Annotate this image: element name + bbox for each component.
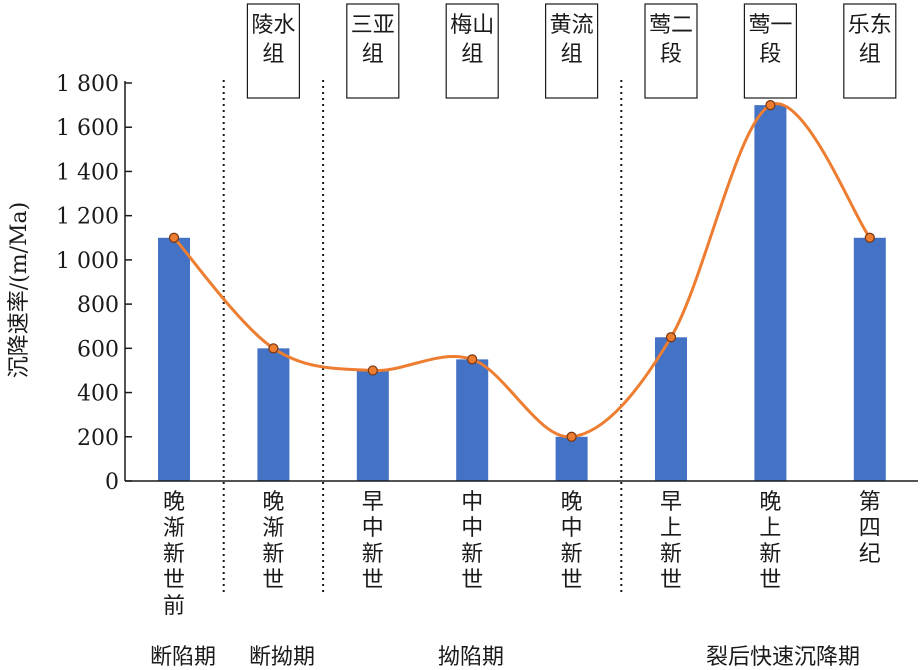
data-point-0 bbox=[168, 232, 180, 243]
y-tick-label-9: 1 800 bbox=[56, 72, 119, 97]
bar-2 bbox=[356, 370, 389, 481]
formation-label-4: 莺二段 bbox=[649, 13, 693, 67]
category-labels: 晚渐新世前 晚渐新世 早中新世 中中新世 晚中新世 早上新世 晚上新世 第四纪 bbox=[163, 490, 881, 619]
formation-label-1: 三亚组 bbox=[351, 13, 395, 67]
category-label-0: 晚渐新世前 bbox=[163, 490, 185, 619]
category-label-4: 晚中新世 bbox=[561, 490, 583, 593]
y-tick-label-2: 400 bbox=[77, 382, 119, 407]
y-tick-label-1: 200 bbox=[77, 426, 119, 451]
axes bbox=[124, 81, 918, 482]
data-point-2 bbox=[367, 365, 378, 376]
formation-label-0: 陵水组 bbox=[251, 13, 295, 67]
y-tick-label-3: 600 bbox=[77, 337, 119, 362]
category-label-5: 早上新世 bbox=[660, 490, 682, 593]
formation-labels: 陵水组 三亚组 梅山组 黄流组 莺二段 莺一段 乐东组 bbox=[246, 3, 897, 99]
phase-labels: 断陷期 断拗期 拗陷期 裂后快速沉降期 bbox=[150, 645, 860, 670]
period-dividers bbox=[222, 80, 623, 596]
formation-label-3: 黄流组 bbox=[550, 13, 594, 67]
formation-box-1 bbox=[346, 3, 400, 99]
data-point-5 bbox=[665, 332, 677, 343]
category-label-7: 第四纪 bbox=[859, 490, 881, 567]
category-label-3: 中中新世 bbox=[461, 490, 483, 593]
formation-box-4 bbox=[644, 3, 698, 99]
bar-7 bbox=[853, 237, 886, 481]
data-point-4 bbox=[566, 431, 577, 442]
y-ticks: 0 200 400 600 800 1 000 1 200 1 400 1 600 1 800 bbox=[56, 72, 132, 495]
data-point-6 bbox=[765, 100, 776, 111]
bar-4 bbox=[555, 436, 588, 481]
bar-3 bbox=[456, 359, 489, 481]
phase-label-1: 断拗期 bbox=[249, 645, 315, 670]
trend-line bbox=[168, 100, 875, 442]
formation-box-6 bbox=[843, 3, 897, 99]
formation-box-5 bbox=[743, 3, 798, 99]
category-label-1: 晚渐新世 bbox=[262, 490, 284, 593]
y-tick-label-6: 1 200 bbox=[56, 205, 119, 230]
data-point-1 bbox=[268, 343, 279, 354]
bar-6 bbox=[754, 105, 787, 481]
data-point-7 bbox=[864, 232, 875, 243]
bar-5 bbox=[655, 337, 687, 481]
category-label-2: 早中新世 bbox=[362, 490, 384, 593]
phase-label-0: 断陷期 bbox=[150, 645, 216, 670]
formation-label-5: 莺一段 bbox=[748, 13, 792, 67]
category-label-6: 晚上新世 bbox=[759, 490, 781, 593]
y-tick-label-4: 800 bbox=[77, 293, 119, 318]
y-tick-label-0: 0 bbox=[105, 470, 119, 495]
y-tick-label-8: 1 600 bbox=[56, 116, 119, 141]
y-axis-label: 沉降速率/(m/Ma) bbox=[7, 202, 32, 379]
y-tick-label-7: 1 400 bbox=[56, 160, 119, 185]
formation-box-2 bbox=[445, 3, 499, 99]
formation-box-0 bbox=[246, 3, 300, 99]
bar-1 bbox=[257, 348, 290, 481]
phase-label-2: 拗陷期 bbox=[438, 645, 504, 670]
formation-box-3 bbox=[544, 3, 599, 99]
formation-label-2: 梅山组 bbox=[450, 13, 494, 67]
data-point-3 bbox=[467, 354, 478, 365]
formation-label-6: 乐东组 bbox=[848, 13, 892, 67]
y-tick-label-5: 1 000 bbox=[56, 249, 119, 274]
phase-label-3: 裂后快速沉降期 bbox=[706, 645, 860, 670]
bar-0 bbox=[158, 237, 190, 481]
bars bbox=[158, 105, 886, 481]
